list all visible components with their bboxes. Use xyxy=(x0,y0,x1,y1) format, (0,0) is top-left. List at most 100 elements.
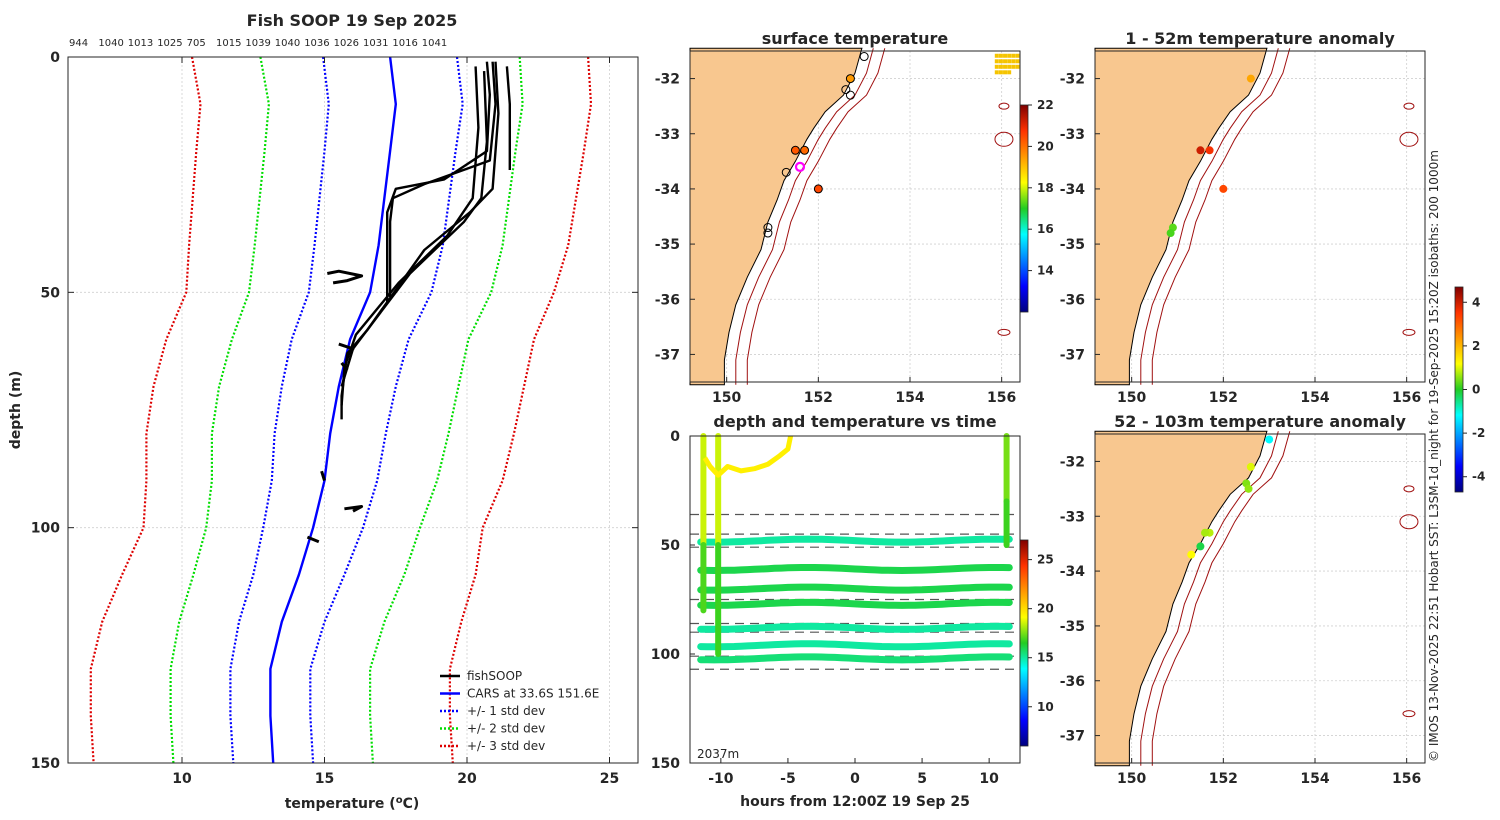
time-chart-depth-band xyxy=(697,583,1013,594)
legend-label: +/- 2 std dev xyxy=(467,722,545,736)
time-chart-y-tick-label: 150 xyxy=(651,756,680,772)
profile-fishsoop-fragment xyxy=(306,535,320,544)
profile-top-label: 1015 xyxy=(216,38,241,49)
anomaly-52-103m-map-x-tick-label: 156 xyxy=(1392,771,1421,787)
anomaly-52-103m-map-y-tick-label: -35 xyxy=(1060,619,1085,635)
time-chart-x-tick-label: 5 xyxy=(917,771,927,787)
surface-colorbar-label: 22 xyxy=(1037,98,1054,112)
anomaly-1-52m-map-x-tick-label: 152 xyxy=(1209,390,1238,406)
surface-map-sst-pixel xyxy=(1007,59,1012,64)
surface-colorbar xyxy=(1019,104,1029,313)
profile-fishsoop-line xyxy=(340,61,500,420)
surface-map-sst-pixel xyxy=(1015,64,1020,69)
surface-map-sst-pixel xyxy=(1003,59,1008,64)
surface-map-x-tick-label: 152 xyxy=(804,390,833,406)
profile-y-tick-label: 0 xyxy=(50,50,60,66)
surface-temperature-map: surface temperature 150 152 154 156 -32 -33 -3… xyxy=(655,29,1021,406)
profile-top-label: 1026 xyxy=(334,38,359,49)
time-chart-x-tick-label: 10 xyxy=(979,771,999,787)
anomaly-1-52m-map-y-tick-label: -35 xyxy=(1060,237,1085,253)
surface-map-y-tick-label: -34 xyxy=(655,182,681,198)
anomaly-1-52m-map-isobath xyxy=(1140,48,1279,385)
surface-map-point xyxy=(781,167,791,177)
time-chart-x-tick-label: 0 xyxy=(850,771,860,787)
legend-label: +/- 1 std dev xyxy=(467,704,545,718)
surface-map-sst-pixel xyxy=(1003,53,1008,58)
profile-y-tick-label: 100 xyxy=(31,521,60,537)
legend-label: fishSOOP xyxy=(467,669,522,683)
surface-map-y-tick-label: -37 xyxy=(655,347,680,363)
surface-map-isobath xyxy=(735,48,874,385)
time-colorbar-label: 25 xyxy=(1037,553,1054,567)
profile-top-label: 1039 xyxy=(245,38,270,49)
profile-x-tick-label: 10 xyxy=(172,771,192,787)
profile-x-tick-label: 20 xyxy=(457,771,477,787)
anomaly-1-52m-map: 1 - 52m temperature anomaly 150 152 154 156… xyxy=(1060,29,1426,406)
anomaly-1-52m-map-x-tick-label: 156 xyxy=(1392,390,1421,406)
surface-map-title: surface temperature xyxy=(762,29,949,48)
profile-y-tick-label: 150 xyxy=(31,756,60,772)
time-colorbar-label: 15 xyxy=(1037,651,1054,665)
surface-colorbar-label: 16 xyxy=(1037,222,1054,236)
surface-map-y-tick-label: -35 xyxy=(655,237,680,253)
profile-axes xyxy=(67,56,639,764)
profile-std2-line-low xyxy=(169,56,270,764)
anomaly-1-52m-map-point xyxy=(1219,184,1228,193)
anomaly-52-103m-map-point xyxy=(1246,462,1255,471)
surface-map-sst-pixel xyxy=(1015,59,1020,64)
anomaly-1-52m-map-point xyxy=(1196,146,1205,155)
anomaly-52-103m-map-axes xyxy=(1094,433,1426,764)
surface-map-point xyxy=(859,52,869,62)
profile-top-label: 1041 xyxy=(422,38,447,49)
profile-fishsoop-line xyxy=(505,66,511,170)
anomaly-1-52m-map-y-tick-label: -33 xyxy=(1060,127,1085,143)
time-chart-y-tick-label: 50 xyxy=(661,538,681,554)
profile-std2-line-high xyxy=(369,56,524,764)
surface-colorbar-label: 14 xyxy=(1037,264,1054,278)
anomaly-1-52m-map-point xyxy=(1205,146,1214,155)
anomaly-colorbar-label: 2 xyxy=(1472,339,1480,353)
anomaly-52-103m-map-y-tick-label: -34 xyxy=(1060,564,1086,580)
profile-top-label: 1025 xyxy=(157,38,182,49)
surface-map-x-tick-label: 154 xyxy=(895,390,924,406)
surface-map-sst-pixel xyxy=(998,70,1003,75)
surface-map-y-tick-label: -33 xyxy=(655,127,680,143)
surface-map-sst-pixel xyxy=(994,70,999,75)
profile-top-labels: 944 1040 1013 1025 705 1015 1039 1040 1036 1026 10… xyxy=(69,38,447,49)
time-chart-depth-band xyxy=(697,535,1013,546)
time-chart-y-tick-label: 0 xyxy=(670,429,680,445)
anomaly-1-52m-map-y-tick-label: -32 xyxy=(1060,72,1085,88)
time-chart-title: depth and temperature vs time xyxy=(713,412,996,431)
profile-fishsoop-fragment xyxy=(340,361,349,371)
anomaly-52-103m-map-point xyxy=(1196,542,1205,551)
profile-std1-line-high xyxy=(309,56,464,764)
surface-map-sst-pixel xyxy=(1015,53,1020,58)
time-chart-x-axis-label: hours from 12:00Z 19 Sep 25 xyxy=(740,794,970,810)
surface-map-y-tick-label: -32 xyxy=(655,72,680,88)
anomaly-1-52m-map-island xyxy=(1402,328,1416,336)
surface-map-sst-pixel xyxy=(998,59,1003,64)
anomaly-colorbar-label: -2 xyxy=(1472,426,1485,440)
surface-map-point xyxy=(800,145,810,155)
anomaly-52-103m-map-x-tick-label: 150 xyxy=(1117,771,1146,787)
anomaly-52-103m-map-x-tick-label: 152 xyxy=(1209,771,1238,787)
surface-map-y-tick-label: -36 xyxy=(655,292,680,308)
surface-map-island xyxy=(998,102,1010,110)
anomaly-colorbar-label: -4 xyxy=(1472,470,1485,484)
time-chart-x-tick-label: -5 xyxy=(780,771,796,787)
anomaly-52-103m-map-y-tick-label: -36 xyxy=(1060,674,1085,690)
surface-map-sst-pixel xyxy=(1003,64,1008,69)
profile-top-label: 1013 xyxy=(128,38,153,49)
anomaly-1-52m-map-axes xyxy=(1094,50,1426,383)
surface-colorbar-label: 20 xyxy=(1037,139,1054,153)
surface-map-sst-pixel xyxy=(994,53,999,58)
anomaly-52-103m-map-island xyxy=(1399,514,1419,530)
surface-map-point xyxy=(841,85,851,95)
anomaly-52-103m-map-land xyxy=(1094,430,1268,767)
surface-map-point xyxy=(794,161,806,172)
surface-map-isobath xyxy=(746,48,886,385)
anomaly-colorbar xyxy=(1454,286,1464,493)
anomaly-1-52m-title: 1 - 52m temperature anomaly xyxy=(1125,29,1395,48)
anomaly-1-52m-map-y-tick-label: -37 xyxy=(1060,347,1085,363)
anomaly-52-103m-map-point xyxy=(1265,435,1274,444)
